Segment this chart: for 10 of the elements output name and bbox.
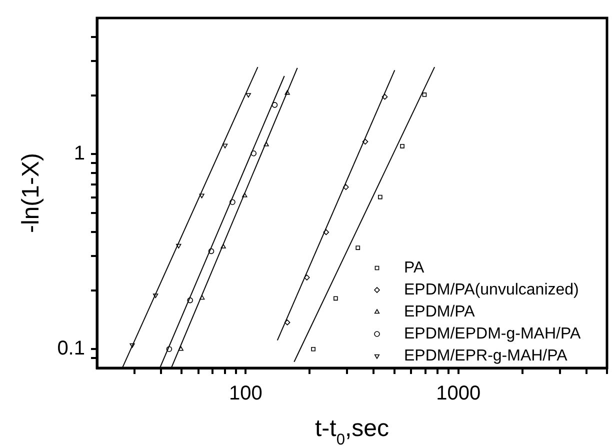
legend-label: EPDM/EPR-g-MAH/PA [404, 347, 568, 364]
legend-label: EPDM/PA(unvulcanized) [404, 281, 579, 298]
legend-label: PA [404, 259, 424, 276]
y-tick-label: 1 [74, 142, 85, 165]
y-axis-title: -ln(1-X) [18, 152, 45, 233]
y-tick-label: 0.1 [57, 338, 85, 360]
x-tick-label: 100 [228, 382, 262, 405]
legend-label: EPDM/EPDM-g-MAH/PA [404, 325, 581, 342]
legend-label: EPDM/PA [404, 303, 476, 320]
x-tick-label: 1000 [436, 382, 481, 405]
